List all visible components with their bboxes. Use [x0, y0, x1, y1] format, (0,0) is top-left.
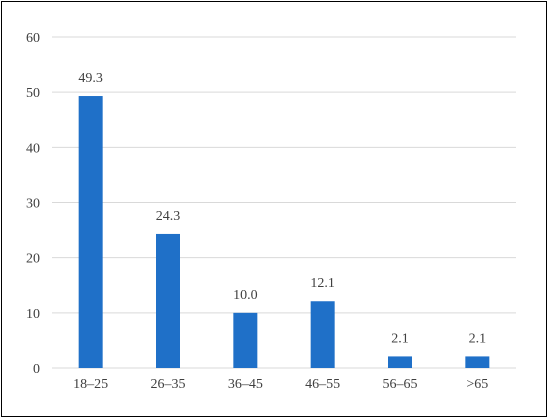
- data-label: 12.1: [310, 276, 335, 291]
- y-tick-label: 30: [26, 197, 40, 212]
- bar: [388, 356, 412, 368]
- bars: [78, 96, 490, 369]
- y-tick-label: 10: [26, 307, 40, 322]
- gridlines: [52, 36, 516, 369]
- x-tick-label: 26–35: [151, 377, 186, 392]
- x-tick-label: 56–65: [383, 377, 418, 392]
- y-tick-label: 60: [26, 31, 40, 46]
- data-label: 2.1: [391, 331, 409, 346]
- bar: [465, 356, 490, 368]
- bar: [78, 96, 103, 369]
- x-tick-label: >65: [466, 377, 488, 392]
- y-tick-label: 50: [26, 86, 40, 101]
- data-label: 10.0: [233, 288, 258, 303]
- y-tick-label: 20: [26, 252, 40, 267]
- data-label: 24.3: [156, 209, 181, 224]
- x-tick-label: 46–55: [305, 377, 340, 392]
- x-axis-ticks: 18–25 26–35 36–45 46–55 56–65 >65: [73, 377, 488, 392]
- x-tick-label: 36–45: [228, 377, 263, 392]
- bar: [233, 312, 258, 368]
- y-axis-ticks: 0 10 20 30 40 50 60: [26, 31, 40, 377]
- x-tick-label: 18–25: [73, 377, 108, 392]
- data-label: 2.1: [469, 331, 487, 346]
- bar: [310, 301, 335, 368]
- y-tick-label: 40: [26, 141, 40, 156]
- data-labels: 49.3 24.3 10.0 12.1 2.1 2.1: [78, 71, 486, 346]
- y-tick-label: 0: [33, 362, 40, 377]
- data-label: 49.3: [78, 71, 103, 86]
- bar: [156, 233, 180, 368]
